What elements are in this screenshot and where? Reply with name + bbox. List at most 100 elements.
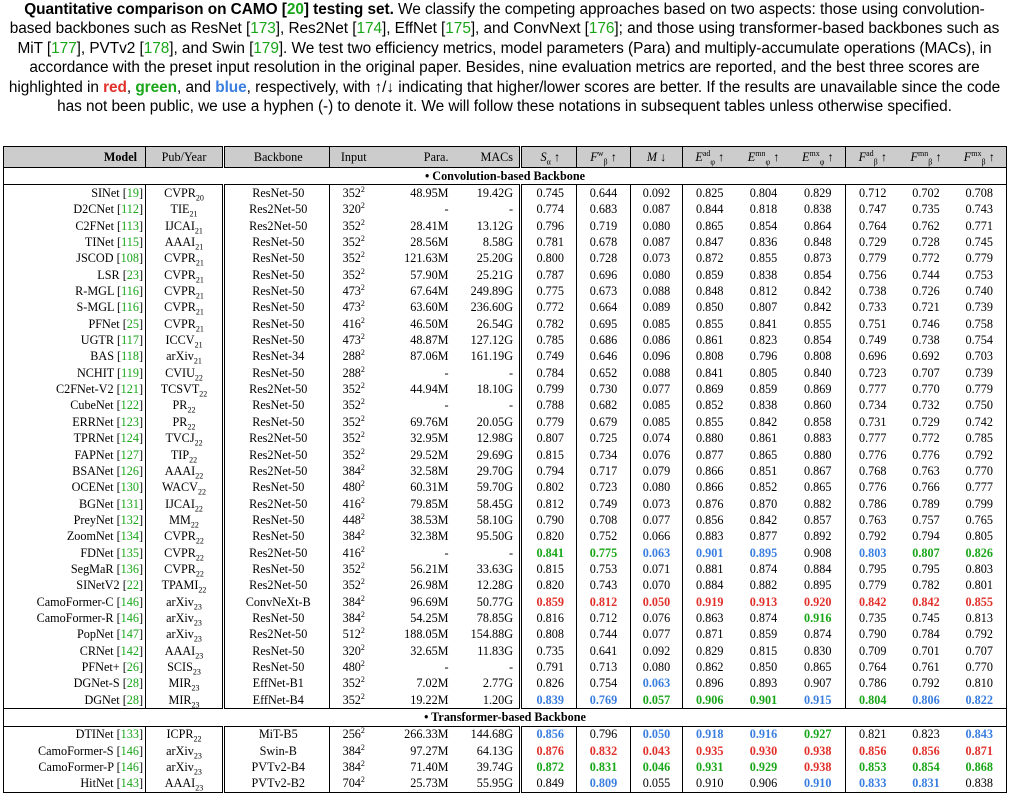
venue: TPAMI xyxy=(161,578,199,593)
para-cell: 48.87M xyxy=(410,333,449,348)
backbone-cell: ResNet-50 xyxy=(252,610,305,625)
cite-link[interactable]: 123 xyxy=(120,414,139,429)
cite-link[interactable]: 135 xyxy=(120,545,139,560)
metric-m: 0.046 xyxy=(630,759,683,776)
model-name-cell: BAS [118] xyxy=(3,348,146,366)
cite-link[interactable]: 26 xyxy=(126,659,139,674)
venue: CVPR xyxy=(164,267,196,282)
venue: CVPR xyxy=(164,545,196,560)
caption-title-ref[interactable]: 20 xyxy=(286,1,304,18)
macs-cell: 26.54G xyxy=(476,316,513,331)
model-name: LSR xyxy=(97,267,120,282)
pub-year-cell: CVPR21 xyxy=(145,316,224,333)
cite-link[interactable]: 116 xyxy=(121,300,139,315)
input-res: 384 xyxy=(342,760,361,775)
cite-link[interactable]: 119 xyxy=(121,365,139,380)
model-name-cell: SegMaR [136] xyxy=(3,561,146,578)
double-divider xyxy=(519,234,525,251)
cite-link[interactable]: 173 xyxy=(250,20,276,38)
cite-link[interactable]: 19 xyxy=(126,186,139,201)
metric-ead: 0.918 xyxy=(682,726,737,744)
cite-link[interactable]: 25 xyxy=(126,316,139,331)
col-header-fad: Fadβ ↑ xyxy=(845,146,900,168)
input-exp: 2 xyxy=(360,463,365,472)
caption-title-tail: testing set. xyxy=(308,1,394,18)
cite-link[interactable]: 174 xyxy=(356,20,382,38)
cite-link[interactable]: 115 xyxy=(121,235,139,250)
cite-link[interactable]: 142 xyxy=(120,643,139,658)
cite-link[interactable]: 28 xyxy=(126,692,139,707)
cite-link[interactable]: 147 xyxy=(120,627,139,642)
input-cell: 4732 xyxy=(329,283,378,300)
cite-link[interactable]: 134 xyxy=(120,529,139,544)
cite-link[interactable]: 28 xyxy=(126,676,139,691)
cite-link[interactable]: 146 xyxy=(120,760,139,775)
metric-m: 0.043 xyxy=(630,743,683,760)
metric-emx: 0.829 xyxy=(804,186,832,201)
cite-link[interactable]: 133 xyxy=(120,727,139,742)
metric-fwb: 0.695 xyxy=(576,316,631,333)
cite-link[interactable]: 122 xyxy=(120,398,139,413)
venue: MM xyxy=(169,512,191,527)
pub-year-cell: TPAMI22 xyxy=(145,577,224,594)
cite-link[interactable]: 146 xyxy=(120,743,139,758)
input-res: 352 xyxy=(342,692,361,707)
table-row: PreyNet [132] MM22 ResNet-50 4482 38.53M 58.1… xyxy=(3,512,1007,529)
cite-link[interactable]: 136 xyxy=(120,561,139,576)
double-divider xyxy=(519,463,525,480)
metric-emn: 0.807 xyxy=(749,300,778,315)
metric-fwb: 0.713 xyxy=(576,659,631,676)
metric-fwb: 0.734 xyxy=(576,446,631,464)
cite-link[interactable]: 126 xyxy=(120,463,139,478)
input-exp: 2 xyxy=(360,299,365,309)
cite-link[interactable]: 131 xyxy=(120,496,139,511)
cite-link[interactable]: 179 xyxy=(253,39,279,57)
backbone-cell: ResNet-50 xyxy=(252,643,305,658)
cite-link[interactable]: 112 xyxy=(121,202,139,217)
model-name: DTINet xyxy=(75,727,114,742)
col-header-backbone: Backbone xyxy=(227,146,330,168)
cite-link[interactable]: 22 xyxy=(126,578,139,593)
cite-link[interactable]: 146 xyxy=(120,610,139,625)
cite-link[interactable]: 177 xyxy=(51,39,77,57)
input-exp: 2 xyxy=(360,528,365,538)
cite-link[interactable]: 143 xyxy=(120,776,139,791)
macs-cell: 95.50G xyxy=(476,529,513,544)
cite-link[interactable]: 108 xyxy=(120,251,139,266)
metric-s-alpha: 0.774 xyxy=(536,202,564,217)
backbone-cell: Res2Net-50 xyxy=(249,463,308,478)
cite-link[interactable]: 176 xyxy=(588,20,615,38)
cite-link[interactable]: 127 xyxy=(120,447,139,462)
metric-fmn: 0.738 xyxy=(912,333,940,348)
cite-link[interactable]: 121 xyxy=(120,382,139,397)
cite-link[interactable]: 175 xyxy=(445,20,471,38)
metric-s-alpha: 0.807 xyxy=(536,431,564,446)
double-divider xyxy=(519,201,525,219)
cite-link[interactable]: 113 xyxy=(121,218,139,233)
macs-cell: 12.28G xyxy=(476,578,513,593)
col-header-fmx: Fmxβ ↑ xyxy=(952,146,1007,168)
backbone-cell: ResNet-50 xyxy=(252,333,305,348)
metric-ead: 0.884 xyxy=(682,577,737,594)
cite-link[interactable]: 132 xyxy=(120,512,139,527)
double-divider xyxy=(519,365,525,382)
cite-link[interactable]: 23 xyxy=(126,267,139,282)
para-cell: 87.06M xyxy=(410,349,449,364)
cite-link[interactable]: 178 xyxy=(143,39,170,57)
metric-m: 0.073 xyxy=(630,250,683,268)
macs-cell: 11.83G xyxy=(477,643,513,658)
input-cell: 3522 xyxy=(329,218,378,235)
metric-fmn: 0.726 xyxy=(912,284,940,299)
metric-emn: 0.865 xyxy=(749,447,778,462)
metric-fad: 0.777 xyxy=(845,430,900,447)
cite-link[interactable]: 124 xyxy=(120,431,139,446)
double-divider xyxy=(519,544,525,562)
cite-link[interactable]: 118 xyxy=(121,349,139,364)
cite-link[interactable]: 130 xyxy=(120,480,139,495)
cite-link[interactable]: 117 xyxy=(121,333,139,348)
double-divider xyxy=(222,218,228,235)
cite-link[interactable]: 146 xyxy=(120,594,139,609)
metric-s-alpha: 0.735 xyxy=(536,643,564,658)
metric-m: 0.077 xyxy=(630,626,683,643)
cite-link[interactable]: 116 xyxy=(121,284,139,299)
